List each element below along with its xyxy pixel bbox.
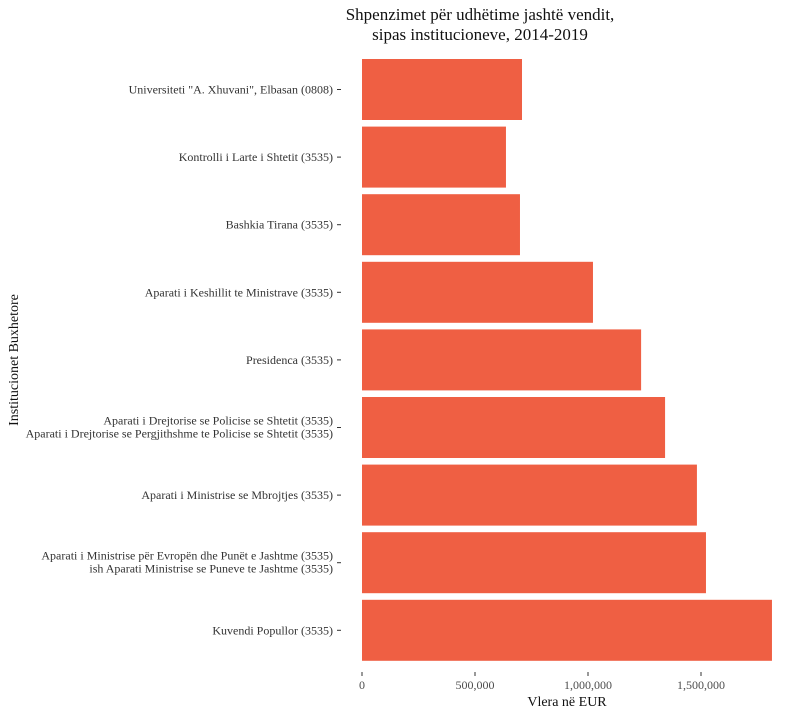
y-axis-title: Institucionet Buxhetore xyxy=(7,294,22,426)
x-tick-label: 500,000 xyxy=(456,678,495,692)
bar xyxy=(362,261,593,323)
bar xyxy=(362,397,666,458)
bar xyxy=(362,59,523,120)
y-axis-label: Kuvendi Popullor (3535) xyxy=(212,623,333,637)
y-axis-label: Aparati i Keshillit te Ministrave (3535) xyxy=(145,285,333,299)
y-axis-labels: Universiteti "A. Xhuvani", Elbasan (0808… xyxy=(26,83,341,637)
y-axis-label: Presidenca (3535) xyxy=(246,353,333,367)
bar xyxy=(362,126,506,188)
y-axis-label: Aparati i Drejtorise se Policise se Shte… xyxy=(103,414,333,428)
bar xyxy=(362,532,706,594)
chart-title-line: sipas institucioneve, 2014-2019 xyxy=(372,25,588,44)
bar xyxy=(362,194,520,256)
y-axis-label: Aparati i Ministrise se Mbrojtjes (3535) xyxy=(141,488,333,502)
y-axis-label: Aparati i Drejtorise se Pergjithshme te … xyxy=(26,427,333,441)
y-axis-label: Bashkia Tirana (3535) xyxy=(226,218,333,232)
chart-title-line: Shpenzimet për udhëtime jashtë vendit, xyxy=(346,5,615,24)
bar xyxy=(362,599,772,661)
x-axis: 0 500,000 1,000,000 1,500,000 xyxy=(359,672,725,692)
bar xyxy=(362,464,697,526)
x-tick-label: 0 xyxy=(359,678,365,692)
y-axis-label: Kontrolli i Larte i Shtetit (3535) xyxy=(179,150,333,164)
y-axis-label: ish Aparati Ministrise se Puneve te Jash… xyxy=(89,562,333,576)
x-tick-label: 1,000,000 xyxy=(564,678,612,692)
bar xyxy=(362,329,642,391)
y-axis-label: Universiteti "A. Xhuvani", Elbasan (0808… xyxy=(129,83,333,97)
x-tick-label: 1,500,000 xyxy=(677,678,725,692)
bars xyxy=(362,59,772,661)
y-axis-label: Aparati i Ministrise për Evropën dhe Pun… xyxy=(41,549,333,563)
chart-title: Shpenzimet për udhëtime jashtë vendit, s… xyxy=(346,5,615,44)
x-axis-title: Vlera në EUR xyxy=(527,695,607,710)
